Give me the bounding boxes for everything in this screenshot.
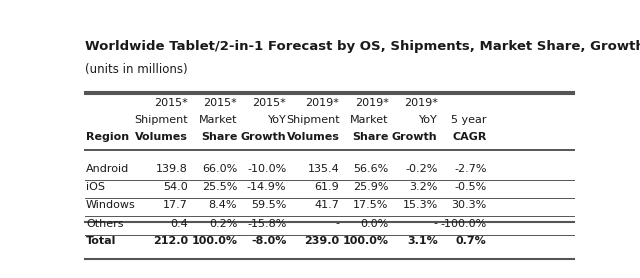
Text: -100.0%: -100.0%: [440, 219, 486, 229]
Text: -15.8%: -15.8%: [247, 219, 286, 229]
Text: 3.1%: 3.1%: [407, 236, 438, 246]
Text: Windows: Windows: [86, 200, 136, 210]
Text: 15.3%: 15.3%: [403, 200, 438, 210]
Text: 66.0%: 66.0%: [202, 164, 237, 174]
Text: 135.4: 135.4: [308, 164, 339, 174]
Text: -10.0%: -10.0%: [247, 164, 286, 174]
Text: 25.9%: 25.9%: [353, 182, 388, 192]
Text: 17.7: 17.7: [163, 200, 188, 210]
Text: -0.5%: -0.5%: [454, 182, 486, 192]
Text: YoY: YoY: [419, 115, 438, 125]
Text: Market: Market: [350, 115, 388, 125]
Text: Worldwide Tablet/2-in-1 Forecast by OS, Shipments, Market Share, Growth and 5-Ye: Worldwide Tablet/2-in-1 Forecast by OS, …: [85, 40, 640, 53]
Text: 239.0: 239.0: [304, 236, 339, 246]
Text: iOS: iOS: [86, 182, 105, 192]
Text: 0.2%: 0.2%: [209, 219, 237, 229]
Text: YoY: YoY: [268, 115, 286, 125]
Text: 41.7: 41.7: [314, 200, 339, 210]
Text: 2015*: 2015*: [154, 98, 188, 108]
Text: Region: Region: [86, 132, 129, 142]
Text: Market: Market: [199, 115, 237, 125]
Text: 2015*: 2015*: [204, 98, 237, 108]
Text: Share: Share: [201, 132, 237, 142]
Text: 54.0: 54.0: [163, 182, 188, 192]
Text: 59.5%: 59.5%: [251, 200, 286, 210]
Text: 2019*: 2019*: [305, 98, 339, 108]
Text: Growth: Growth: [241, 132, 286, 142]
Text: 0.4: 0.4: [170, 219, 188, 229]
Text: 212.0: 212.0: [153, 236, 188, 246]
Text: -8.0%: -8.0%: [251, 236, 286, 246]
Text: 25.5%: 25.5%: [202, 182, 237, 192]
Text: 5 year: 5 year: [451, 115, 486, 125]
Text: 30.3%: 30.3%: [451, 200, 486, 210]
Text: 2019*: 2019*: [404, 98, 438, 108]
Text: 100.0%: 100.0%: [342, 236, 388, 246]
Text: Others: Others: [86, 219, 124, 229]
Text: 3.2%: 3.2%: [409, 182, 438, 192]
Text: 0.7%: 0.7%: [456, 236, 486, 246]
Text: 61.9: 61.9: [315, 182, 339, 192]
Text: 8.4%: 8.4%: [209, 200, 237, 210]
Text: Volumes: Volumes: [287, 132, 339, 142]
Text: Volumes: Volumes: [135, 132, 188, 142]
Text: -14.9%: -14.9%: [247, 182, 286, 192]
Text: Share: Share: [352, 132, 388, 142]
Text: 0.0%: 0.0%: [360, 219, 388, 229]
Text: 2015*: 2015*: [253, 98, 286, 108]
Text: -2.7%: -2.7%: [454, 164, 486, 174]
Text: -0.2%: -0.2%: [405, 164, 438, 174]
Text: 56.6%: 56.6%: [353, 164, 388, 174]
Text: -: -: [434, 219, 438, 229]
Text: CAGR: CAGR: [452, 132, 486, 142]
Text: 17.5%: 17.5%: [353, 200, 388, 210]
Text: Growth: Growth: [392, 132, 438, 142]
Text: 100.0%: 100.0%: [191, 236, 237, 246]
Text: Shipment: Shipment: [286, 115, 339, 125]
Text: Android: Android: [86, 164, 129, 174]
Text: Total: Total: [86, 236, 116, 246]
Text: (units in millions): (units in millions): [85, 63, 188, 76]
Text: -: -: [335, 219, 339, 229]
Text: 139.8: 139.8: [156, 164, 188, 174]
Text: Shipment: Shipment: [134, 115, 188, 125]
Text: 2019*: 2019*: [355, 98, 388, 108]
